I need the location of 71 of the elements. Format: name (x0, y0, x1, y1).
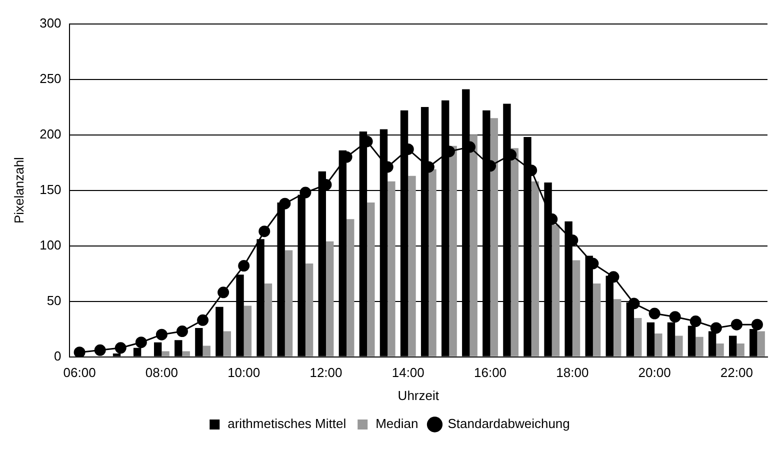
point (648, 308, 660, 320)
legend-label: arithmetisches Mittel (228, 416, 346, 432)
point (135, 336, 147, 348)
point (300, 186, 312, 198)
bar (696, 336, 704, 356)
bar (202, 346, 210, 356)
x-tick-label: 18:00 (556, 365, 589, 380)
point (238, 260, 250, 272)
point (74, 346, 86, 357)
point (176, 326, 188, 338)
x-axis-title: Uhrzeit (398, 388, 440, 403)
bar (223, 331, 232, 356)
x-tick-label: 22:00 (720, 365, 753, 380)
bar (182, 351, 190, 356)
point (751, 318, 763, 330)
y-tick-label: 300 (40, 15, 62, 30)
bar (449, 146, 457, 356)
bar (572, 260, 580, 356)
point (114, 342, 126, 354)
legend-label: Median (376, 416, 418, 432)
bar (613, 299, 622, 356)
y-tick-label: 100 (40, 237, 62, 252)
point (628, 298, 640, 310)
point (156, 328, 168, 340)
bar (510, 148, 519, 356)
bar (757, 331, 765, 356)
y-tick-label: 150 (40, 182, 62, 197)
y-tick-label: 50 (46, 292, 62, 308)
bar (408, 176, 416, 356)
x-tick-label: 16:00 (474, 365, 507, 380)
point (690, 316, 702, 328)
point (94, 344, 106, 356)
bar (592, 284, 601, 356)
bar (634, 318, 642, 356)
bar (716, 343, 724, 356)
bar (326, 241, 334, 356)
point (669, 311, 681, 323)
point (710, 322, 722, 334)
bar (367, 202, 375, 356)
bar (305, 264, 314, 356)
y-tick-label: 0 (54, 348, 62, 364)
x-tick-label: 10:00 (228, 365, 260, 380)
point (730, 318, 742, 330)
x-tick-label: 06:00 (63, 365, 96, 380)
x-tick-label: 08:00 (145, 365, 178, 380)
point (197, 314, 209, 326)
point (258, 226, 270, 238)
bar (470, 134, 478, 356)
y-axis-title: Pixelanzahl (11, 156, 26, 224)
point (279, 198, 291, 210)
x-tick-label: 12:00 (310, 365, 342, 380)
bar (346, 219, 354, 356)
bar (675, 336, 683, 356)
x-tick-label: 20:00 (638, 365, 671, 380)
bar (490, 118, 498, 356)
point (218, 286, 230, 298)
bar (736, 343, 744, 356)
y-tick-label: 250 (40, 70, 62, 86)
bar (264, 284, 272, 356)
bar (244, 306, 252, 356)
bar (552, 224, 560, 356)
bar (388, 181, 396, 356)
legend-label: Standardabweichung (448, 416, 570, 432)
bar (654, 333, 662, 356)
bar (162, 351, 170, 356)
y-tick-label: 200 (40, 126, 62, 142)
bar (428, 169, 436, 356)
bar (284, 250, 293, 356)
bar (531, 181, 540, 356)
point (608, 271, 620, 283)
x-tick-label: 14:00 (392, 365, 424, 380)
